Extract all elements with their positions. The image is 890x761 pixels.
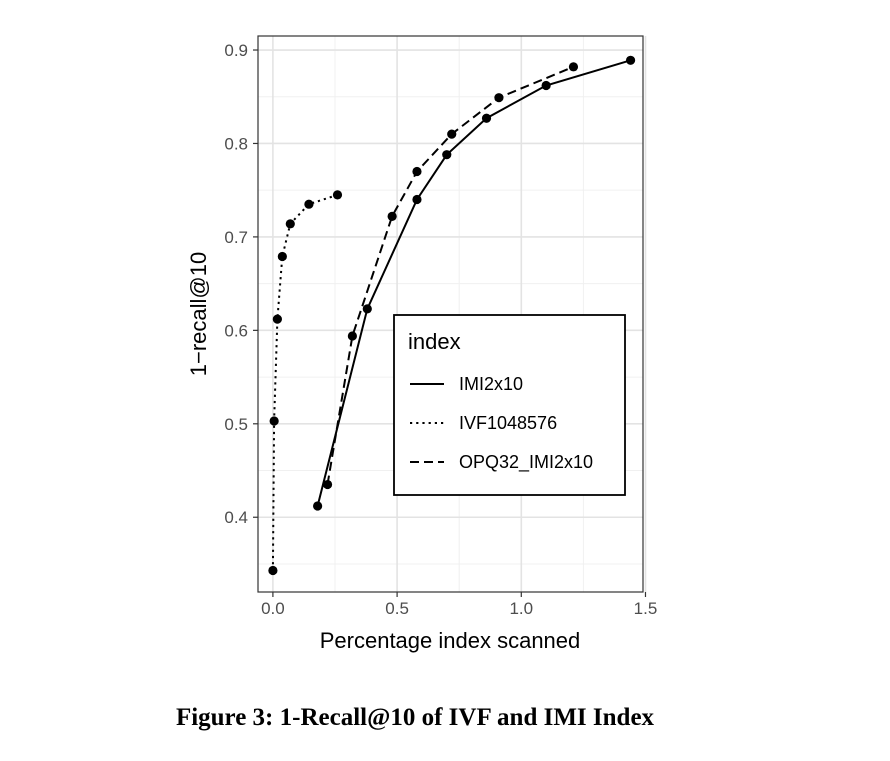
data-point-imi2x10 xyxy=(412,194,422,205)
legend-box xyxy=(393,314,626,496)
data-point-opq32-imi2x10 xyxy=(447,129,457,139)
chart: 0.0 0.5 1.0 1.5 0.4 0.5 0.6 0.7 0.8 0.9 Percentag… xyxy=(186,35,657,653)
data-point-ivf1048576 xyxy=(268,565,278,576)
x-tick-label: 1.0 xyxy=(509,599,533,618)
legend-label-imi2x10: IMI2x10 xyxy=(459,374,523,394)
data-point-opq32-imi2x10 xyxy=(412,166,422,177)
y-tick-label: 0.4 xyxy=(224,508,248,527)
y-axis-title: 1−recall@10 xyxy=(186,252,211,376)
plot-background xyxy=(258,36,643,592)
data-point-imi2x10 xyxy=(313,501,323,511)
x-axis-title: Percentage index scanned xyxy=(320,628,581,653)
data-point-opq32-imi2x10 xyxy=(347,331,357,341)
y-tick-label: 0.7 xyxy=(224,228,248,247)
legend-label-ivf1048576: IVF1048576 xyxy=(459,413,557,433)
y-tick-label: 0.9 xyxy=(224,41,248,60)
x-tick-label: 0.5 xyxy=(385,599,409,618)
figure-caption: Figure 3: 1-Recall@10 of IVF and IMI Ind… xyxy=(175,704,655,731)
data-point-imi2x10 xyxy=(442,150,452,160)
grid xyxy=(258,36,647,592)
data-point-opq32-imi2x10 xyxy=(387,211,397,221)
data-point-ivf1048576 xyxy=(285,219,295,229)
data-point-imi2x10 xyxy=(481,113,492,123)
x-tick-label: 0.0 xyxy=(261,599,285,618)
data-point-opq32-imi2x10 xyxy=(568,62,579,72)
data-point-imi2x10 xyxy=(625,55,636,65)
y-tick-label: 0.5 xyxy=(224,415,248,434)
data-point-ivf1048576 xyxy=(277,251,287,262)
legend: index IMI2x10 IVF1048576 OPQ32_IMI2x10 xyxy=(393,314,626,496)
data-point-ivf1048576 xyxy=(332,190,343,200)
data-point-ivf1048576 xyxy=(269,416,279,426)
data-point-ivf1048576 xyxy=(304,199,314,209)
axes: 0.0 0.5 1.0 1.5 0.4 0.5 0.6 0.7 0.8 0.9 xyxy=(224,41,657,618)
data-point-imi2x10 xyxy=(362,304,372,314)
y-tick-label: 0.8 xyxy=(224,134,248,153)
data-points xyxy=(268,55,636,576)
data-point-opq32-imi2x10 xyxy=(494,93,504,103)
y-tick-label: 0.6 xyxy=(224,321,248,340)
plot-panel-border xyxy=(257,35,644,593)
x-tick-label: 1.5 xyxy=(634,599,658,618)
data-point-imi2x10 xyxy=(541,80,551,91)
data-point-ivf1048576 xyxy=(272,314,282,324)
legend-title: index xyxy=(408,329,461,354)
legend-label-opq32-imi2x10: OPQ32_IMI2x10 xyxy=(459,452,593,473)
data-point-opq32-imi2x10 xyxy=(322,479,333,490)
